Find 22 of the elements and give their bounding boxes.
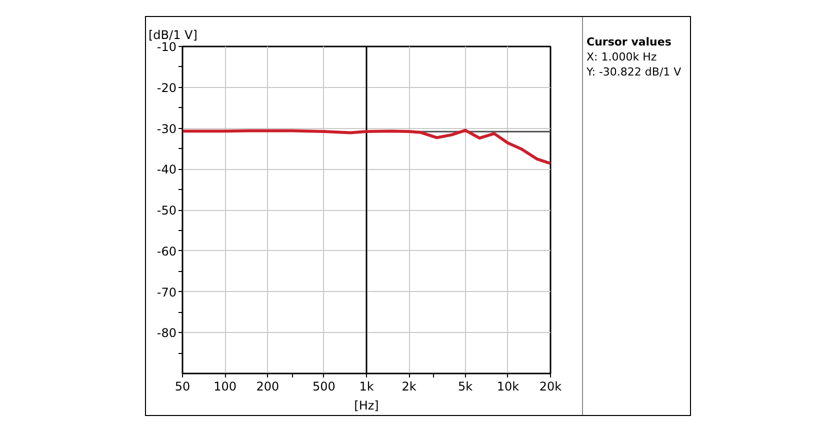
y-axis-title: [dB/1 V] (148, 28, 198, 42)
y-tick-label: -70 (156, 285, 177, 300)
x-axis-title: [Hz] (354, 398, 379, 412)
x-tick-label: 5k (458, 380, 473, 394)
y-tick-label: -50 (156, 204, 177, 218)
text: Cursor values (586, 36, 672, 48)
x-tick-label: 500 (312, 380, 336, 394)
y-tick-label: -10 (156, 40, 177, 54)
x-tick-label: 10k (496, 380, 520, 394)
x-tick-label: 100 (214, 380, 237, 394)
x-tick-label: 200 (256, 380, 280, 394)
text: Y: -30.822 dB/1 V (586, 66, 682, 78)
y-tick-label: -60 (156, 244, 177, 258)
x-tick-label: 2k (402, 380, 416, 394)
y-tick-label: -20 (156, 80, 177, 95)
x-tick-label: 50 (174, 380, 190, 394)
y-tick-label: -80 (156, 326, 177, 340)
x-tick-label: 20k (539, 380, 562, 394)
text: X: 1.000k Hz (586, 50, 657, 64)
x-tick-label: 1k (359, 380, 374, 394)
y-tick-label: -30 (156, 122, 177, 136)
y-tick-label: -40 (156, 162, 177, 177)
